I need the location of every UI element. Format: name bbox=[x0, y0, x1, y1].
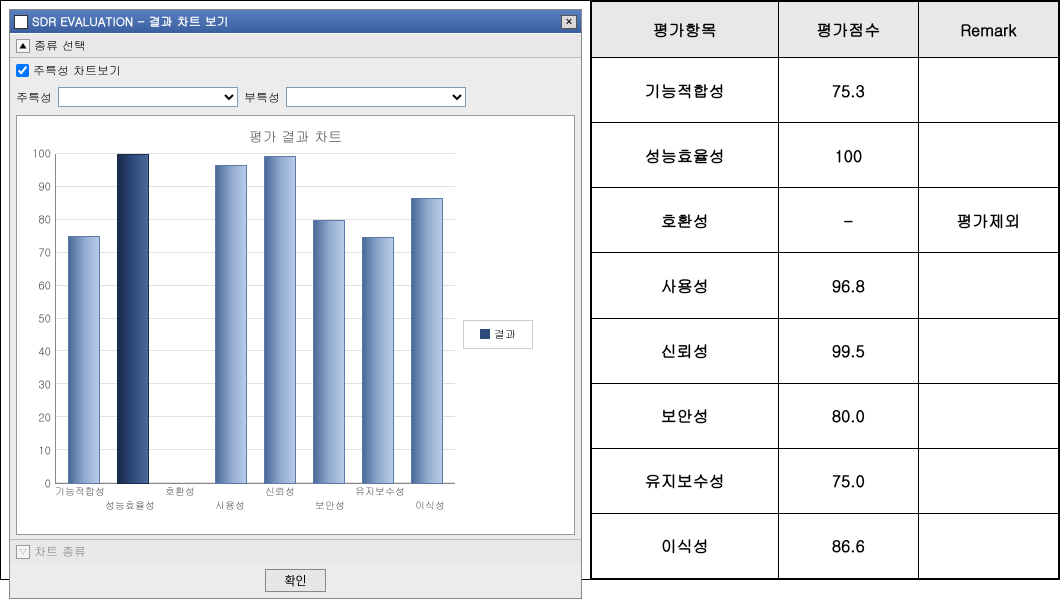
table-cell: 75.3 bbox=[778, 58, 918, 123]
app-icon bbox=[14, 15, 28, 29]
table-cell: 99.5 bbox=[778, 318, 918, 383]
chart-bar bbox=[68, 236, 100, 484]
table-cell bbox=[918, 58, 1058, 123]
main-container: SDR EVALUATION - 결과 차트 보기 × ▲ 종류 선택 주특성 … bbox=[0, 0, 1060, 580]
table-row: 유지보수성75.0 bbox=[592, 448, 1059, 513]
main-attr-label: 주특성 bbox=[16, 89, 52, 106]
table-cell: 보안성 bbox=[592, 383, 779, 448]
table-row: 호환성-평가제외 bbox=[592, 188, 1059, 253]
table-row: 보안성80.0 bbox=[592, 383, 1059, 448]
left-panel: SDR EVALUATION - 결과 차트 보기 × ▲ 종류 선택 주특성 … bbox=[1, 1, 591, 579]
table-row: 신뢰성99.5 bbox=[592, 318, 1059, 383]
table-cell: 성능효율성 bbox=[592, 123, 779, 188]
collapse-up-icon[interactable]: ▲ bbox=[16, 39, 30, 53]
table-cell bbox=[918, 318, 1058, 383]
chart-title: 평가 결과 차트 bbox=[25, 126, 566, 146]
table-cell: 사용성 bbox=[592, 253, 779, 318]
window-titlebar: SDR EVALUATION - 결과 차트 보기 × bbox=[10, 10, 581, 33]
checkbox-row: 주특성 차트보기 bbox=[10, 58, 581, 83]
table-cell bbox=[918, 123, 1058, 188]
chart-legend: 결과 bbox=[463, 320, 533, 349]
table-cell: 호환성 bbox=[592, 188, 779, 253]
legend-swatch bbox=[480, 329, 490, 339]
type-select-label: 종류 선택 bbox=[34, 37, 86, 54]
x-label: 보안성 bbox=[315, 498, 345, 512]
chart-type-panel-header[interactable]: ▽ 차트 종류 bbox=[10, 539, 581, 563]
legend-label: 결과 bbox=[494, 327, 516, 342]
x-label: 신뢰성 bbox=[265, 484, 295, 498]
table-header-cell: 평가점수 bbox=[778, 2, 918, 58]
chart-bar bbox=[117, 154, 149, 484]
table-cell: 이식성 bbox=[592, 513, 779, 578]
table-header-cell: Remark bbox=[918, 2, 1058, 58]
y-tick: 100 bbox=[32, 147, 51, 162]
confirm-row: 확인 bbox=[10, 563, 581, 598]
main-attr-select[interactable] bbox=[58, 87, 238, 107]
x-label: 유지보수성 bbox=[355, 484, 405, 498]
chart-type-label: 차트 종류 bbox=[34, 543, 86, 560]
y-tick: 20 bbox=[38, 411, 51, 426]
chart-bar bbox=[215, 165, 247, 484]
table-cell: 86.6 bbox=[778, 513, 918, 578]
evaluation-window: SDR EVALUATION - 결과 차트 보기 × ▲ 종류 선택 주특성 … bbox=[9, 9, 582, 599]
chart-bar bbox=[313, 220, 345, 484]
collapse-down-icon[interactable]: ▽ bbox=[16, 545, 30, 559]
window-title: SDR EVALUATION - 결과 차트 보기 bbox=[32, 13, 229, 30]
table-cell: 신뢰성 bbox=[592, 318, 779, 383]
table-row: 사용성96.8 bbox=[592, 253, 1059, 318]
table-cell: 96.8 bbox=[778, 253, 918, 318]
evaluation-table: 평가항목평가점수Remark 기능적합성75.3성능효율성100호환성-평가제외… bbox=[591, 1, 1059, 579]
chart-bars bbox=[55, 154, 455, 484]
chart-area: 평가 결과 차트 0 10 20 30 40 50 60 70 80 90 100 기능적합성성능효… bbox=[16, 115, 575, 535]
table-body: 기능적합성75.3성능효율성100호환성-평가제외사용성96.8신뢰성99.5보… bbox=[592, 58, 1059, 579]
y-tick: 40 bbox=[38, 345, 51, 360]
table-cell bbox=[918, 448, 1058, 513]
confirm-button[interactable]: 확인 bbox=[265, 569, 325, 592]
dropdown-row: 주특성 부특성 bbox=[10, 83, 581, 111]
main-chart-checkbox[interactable] bbox=[16, 64, 29, 77]
x-axis-labels: 기능적합성성능효율성 호환성사용성 신뢰성보안성 유지보수성이식성 bbox=[55, 484, 455, 514]
table-header-row: 평가항목평가점수Remark bbox=[592, 2, 1059, 58]
y-tick: 70 bbox=[38, 246, 51, 261]
y-tick: 0 bbox=[45, 477, 51, 492]
y-tick: 80 bbox=[38, 213, 51, 228]
table-cell: - bbox=[778, 188, 918, 253]
x-label: 이식성 bbox=[415, 498, 445, 512]
table-row: 이식성86.6 bbox=[592, 513, 1059, 578]
x-label: 성능효율성 bbox=[105, 498, 155, 512]
table-row: 기능적합성75.3 bbox=[592, 58, 1059, 123]
table-cell: 75.0 bbox=[778, 448, 918, 513]
table-cell bbox=[918, 253, 1058, 318]
table-cell: 100 bbox=[778, 123, 918, 188]
titlebar-left: SDR EVALUATION - 결과 차트 보기 bbox=[14, 13, 229, 30]
x-label: 호환성 bbox=[165, 484, 195, 498]
chart-bar bbox=[411, 198, 443, 484]
table-header-cell: 평가항목 bbox=[592, 2, 779, 58]
y-tick: 60 bbox=[38, 279, 51, 294]
table-cell: 유지보수성 bbox=[592, 448, 779, 513]
table-row: 성능효율성100 bbox=[592, 123, 1059, 188]
close-icon[interactable]: × bbox=[561, 15, 577, 29]
chart-bar bbox=[362, 237, 394, 485]
y-tick: 90 bbox=[38, 180, 51, 195]
table-cell: 기능적합성 bbox=[592, 58, 779, 123]
table-cell bbox=[918, 513, 1058, 578]
x-label: 사용성 bbox=[215, 498, 245, 512]
y-tick: 30 bbox=[38, 378, 51, 393]
table-cell: 평가제외 bbox=[918, 188, 1058, 253]
type-select-panel-header[interactable]: ▲ 종류 선택 bbox=[10, 33, 581, 58]
y-axis: 0102030405060708090100 bbox=[25, 154, 55, 484]
chart-body: 0102030405060708090100 기능적합성성능효율성호환성사용성신… bbox=[25, 154, 566, 514]
sub-attr-label: 부특성 bbox=[244, 89, 280, 106]
checkbox-label: 주특성 차트보기 bbox=[33, 62, 121, 79]
y-tick: 50 bbox=[38, 312, 51, 327]
y-tick: 10 bbox=[38, 444, 51, 459]
chart-plot: 0102030405060708090100 기능적합성성능효율성호환성사용성신… bbox=[25, 154, 455, 514]
sub-attr-select[interactable] bbox=[286, 87, 466, 107]
right-panel: 평가항목평가점수Remark 기능적합성75.3성능효율성100호환성-평가제외… bbox=[591, 1, 1059, 579]
table-cell: 80.0 bbox=[778, 383, 918, 448]
chart-bar bbox=[264, 156, 296, 484]
table-cell bbox=[918, 383, 1058, 448]
x-label: 기능적합성 bbox=[55, 484, 105, 498]
